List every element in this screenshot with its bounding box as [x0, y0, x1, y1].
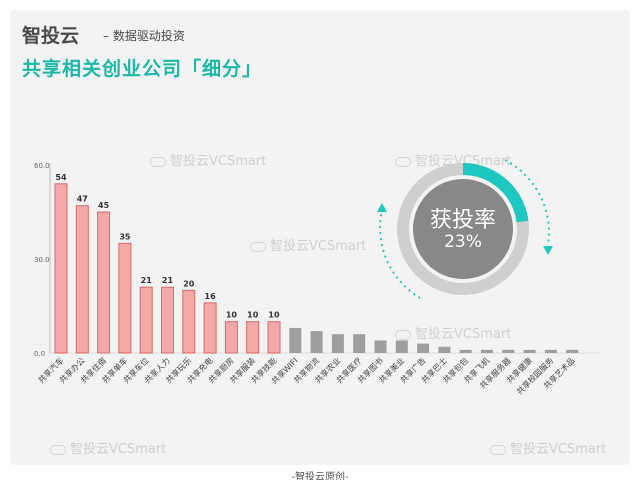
bar [246, 321, 260, 354]
watermark: 智投云VCSmart [250, 235, 366, 254]
bar [310, 331, 323, 353]
data-label: 20 [183, 279, 195, 288]
bar [75, 205, 89, 354]
watermark: 智投云VCSmart [150, 150, 266, 169]
cloud-icon [395, 156, 411, 167]
y-tick-label: 60.0 [34, 162, 50, 170]
data-label: 35 [119, 232, 131, 241]
bar [502, 349, 515, 353]
watermark: 智投云VCSmart [50, 438, 166, 457]
page-title: 共享相关创业公司「细分」 [22, 58, 263, 80]
bar [417, 343, 430, 353]
cloud-icon [150, 156, 166, 167]
funding-rate-label: 获投率 [429, 208, 496, 233]
data-label: 47 [77, 195, 88, 204]
arrow-head-icon [377, 203, 387, 212]
data-label: 21 [162, 276, 174, 285]
cloud-icon [395, 329, 411, 340]
bar [203, 302, 217, 354]
bar [438, 346, 451, 353]
funding-rate-bubble [413, 179, 513, 279]
y-tick-label: 0.0 [34, 350, 45, 358]
bar [544, 349, 557, 353]
arrow-head-icon [543, 246, 553, 255]
bar [182, 289, 196, 354]
data-label: 10 [226, 311, 238, 320]
data-label: 10 [268, 311, 280, 320]
watermark: 智投云VCSmart [395, 323, 511, 342]
brand-logo: 智投云 [22, 25, 80, 47]
bar [54, 183, 68, 354]
data-label: 16 [205, 292, 217, 301]
bar [331, 334, 344, 353]
y-tick-label: 30.0 [34, 256, 50, 264]
data-label: 10 [247, 311, 259, 320]
bar [118, 242, 132, 354]
bar [353, 334, 366, 353]
bar [374, 340, 387, 353]
dotted-arrow [504, 159, 550, 246]
tagline: – 数据驱动投资 [103, 29, 185, 43]
funding-rate-value: 23% [444, 232, 482, 252]
data-label: 45 [98, 201, 110, 210]
bar [267, 321, 281, 354]
funding-rate-progress [462, 163, 529, 223]
bar [523, 349, 536, 353]
bar [289, 327, 302, 353]
cloud-icon [50, 444, 66, 455]
bar [481, 349, 493, 353]
footer-credit: -智投云原创- [291, 472, 349, 480]
bar [97, 211, 111, 354]
data-label: 54 [55, 173, 67, 182]
watermark: 智投云VCSmart [490, 438, 606, 457]
watermark: 智投云VCSmart [395, 150, 511, 169]
bar [459, 349, 472, 353]
bar [395, 340, 408, 353]
cloud-icon [250, 241, 266, 252]
dotted-arrow [379, 209, 421, 299]
data-label: 21 [141, 276, 153, 285]
bar [139, 286, 153, 354]
bar [224, 321, 238, 354]
cloud-icon [490, 444, 506, 455]
bar [161, 286, 174, 354]
bar [566, 349, 579, 353]
